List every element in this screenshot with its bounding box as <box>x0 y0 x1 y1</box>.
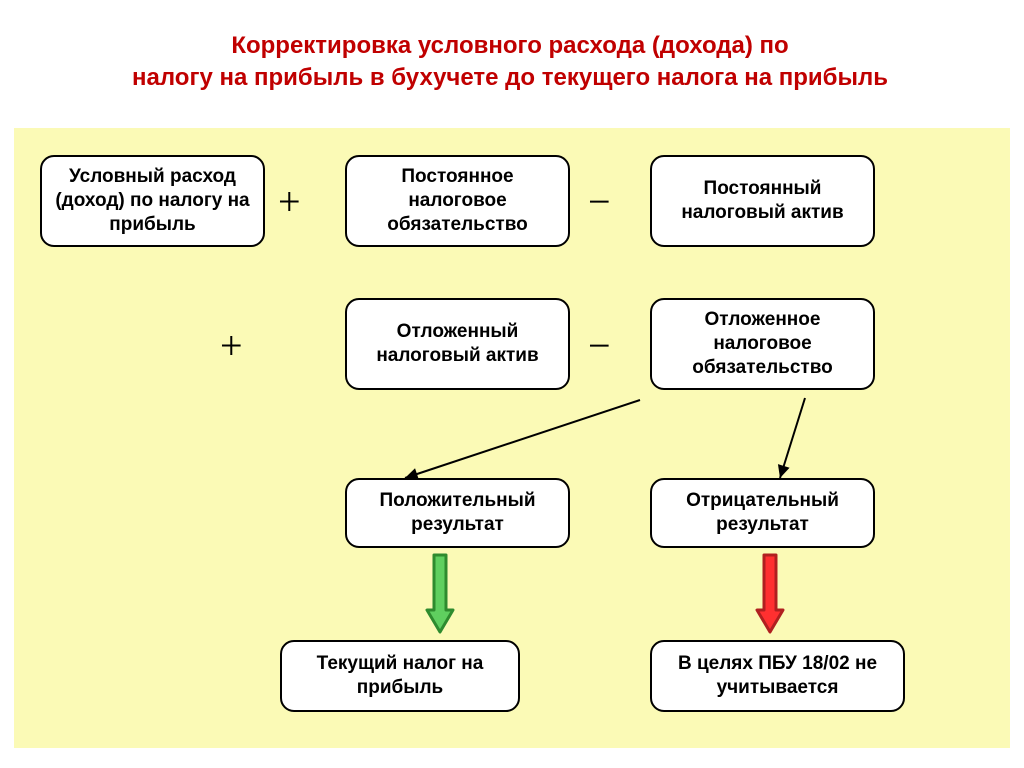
diagram-canvas: Корректировка условного расхода (дохода)… <box>0 0 1024 768</box>
title-line-2: налогу на прибыль в бухучете до текущего… <box>60 62 960 94</box>
title-line-1: Корректировка условного расхода (дохода)… <box>60 30 960 62</box>
box-conditional-expense: Условный расход (доход) по налогу на при… <box>40 155 265 247</box>
box-deferred-tax-liability: Отложенное налоговое обязательство <box>650 298 875 390</box>
box-positive-result: Положительный результат <box>345 478 570 548</box>
operator-minus-1: − <box>588 178 611 225</box>
box-current-tax: Текущий налог на прибыль <box>280 640 520 712</box>
box-negative-result: Отрицательный результат <box>650 478 875 548</box>
operator-plus-1: + <box>278 178 301 225</box>
box-not-accounted: В целях ПБУ 18/02 не учитывается <box>650 640 905 712</box>
box-permanent-tax-asset: Постоянный налоговый актив <box>650 155 875 247</box>
box-permanent-tax-liability: Постоянное налоговое обязательство <box>345 155 570 247</box>
operator-minus-2: − <box>588 322 611 369</box>
diagram-title: Корректировка условного расхода (дохода)… <box>60 30 960 95</box>
box-deferred-tax-asset: Отложенный налоговый актив <box>345 298 570 390</box>
operator-plus-2: + <box>220 322 243 369</box>
